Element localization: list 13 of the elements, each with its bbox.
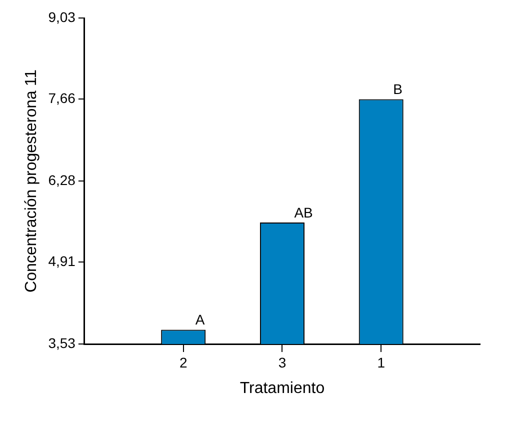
y-axis-title: Concentración progesterona 11 xyxy=(23,69,40,292)
y-tick-label: 4,91 xyxy=(48,253,76,270)
y-tick-label: 9,03 xyxy=(48,8,76,25)
annotation: B xyxy=(393,81,402,98)
y-tick-label: 7,66 xyxy=(48,90,76,106)
annotation: AB xyxy=(294,204,313,220)
x-axis-title: Tratamiento xyxy=(240,380,325,397)
x-tick-label: 1 xyxy=(377,354,386,370)
annotation: A xyxy=(195,312,206,328)
x-tick-label: 3 xyxy=(278,354,286,370)
y-tick-label: 6,28 xyxy=(48,172,76,188)
x-tick-label: 2 xyxy=(179,354,188,370)
y-tick-label: 3,53 xyxy=(48,334,76,351)
